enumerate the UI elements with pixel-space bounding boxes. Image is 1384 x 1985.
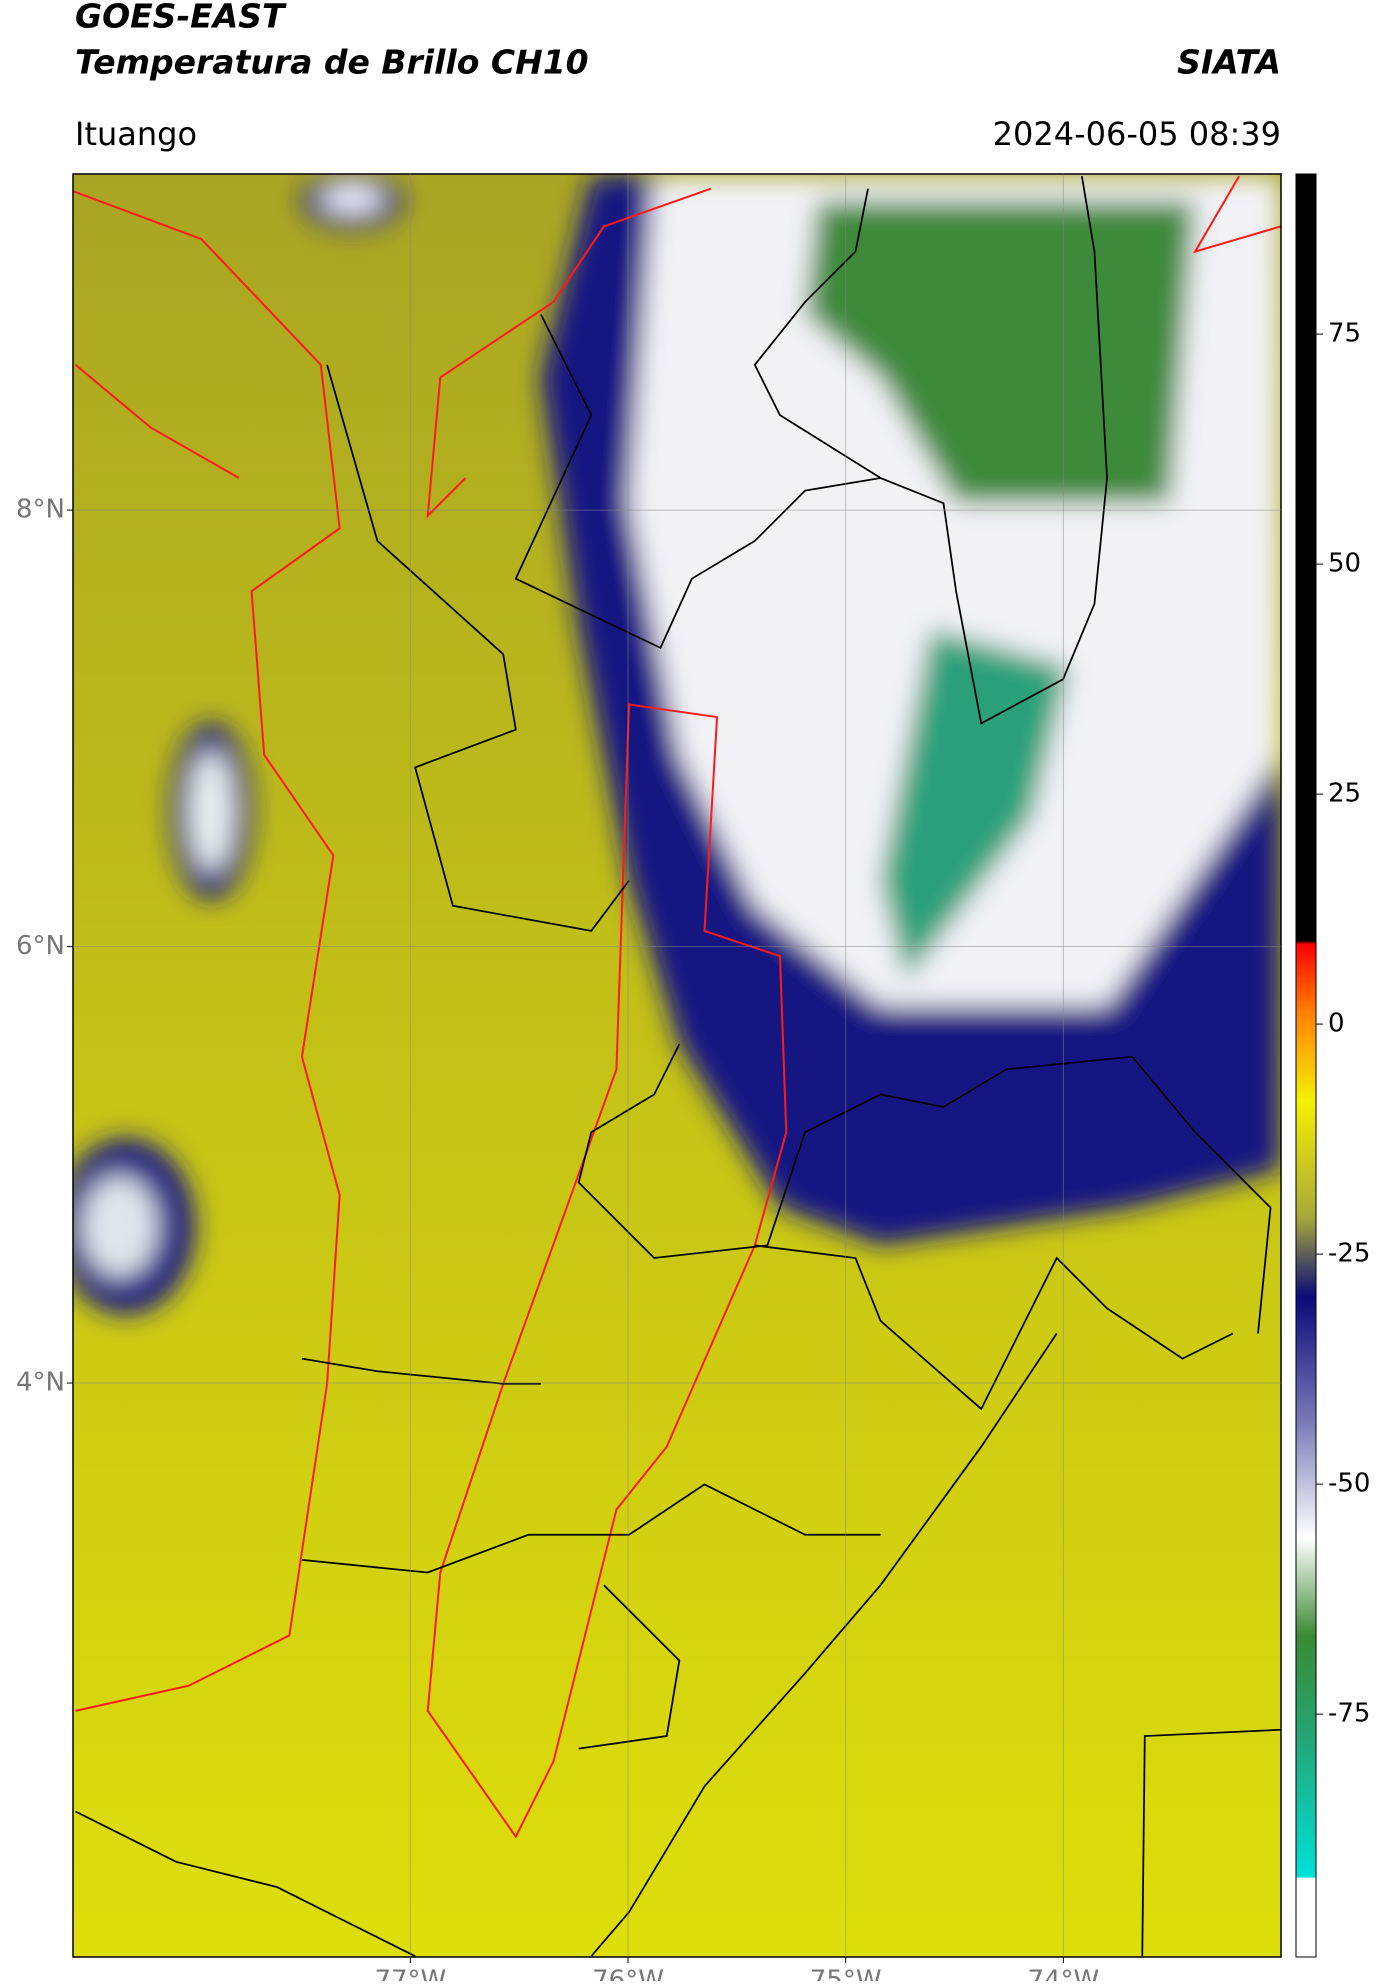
title: GOES-EAST (75, 0, 287, 36)
x-tick-label: 75°W (810, 1966, 882, 1982)
colorbar-tick-label: 25 (1328, 779, 1361, 809)
map-frame (72, 173, 1282, 1958)
colorbar-tick-label: 50 (1328, 549, 1361, 579)
source: SIATA (1177, 43, 1281, 82)
y-tick-label: 4°N (16, 1368, 65, 1398)
location: Ituango (75, 115, 197, 153)
colorbar-tick-label: 75 (1328, 319, 1361, 349)
colorbar-tick-label: -75 (1328, 1699, 1370, 1729)
x-tick-label: 76°W (592, 1966, 664, 1982)
x-tick-label: 74°W (1027, 1966, 1099, 1982)
datetime: 2024-06-05 08:39 (993, 115, 1281, 153)
map-image (73, 174, 1281, 1957)
colorbar (1295, 173, 1317, 1958)
colorbar-tick-label: -25 (1328, 1239, 1370, 1269)
y-tick-label: 6°N (16, 931, 65, 961)
colorbar-tick-label: -50 (1328, 1469, 1370, 1499)
subtitle: Temperatura de Brillo CH10 (75, 43, 589, 82)
x-tick-label: 77°W (374, 1966, 446, 1982)
y-tick-label: 8°N (16, 495, 65, 525)
colorbar-tick-label: 0 (1328, 1009, 1345, 1039)
